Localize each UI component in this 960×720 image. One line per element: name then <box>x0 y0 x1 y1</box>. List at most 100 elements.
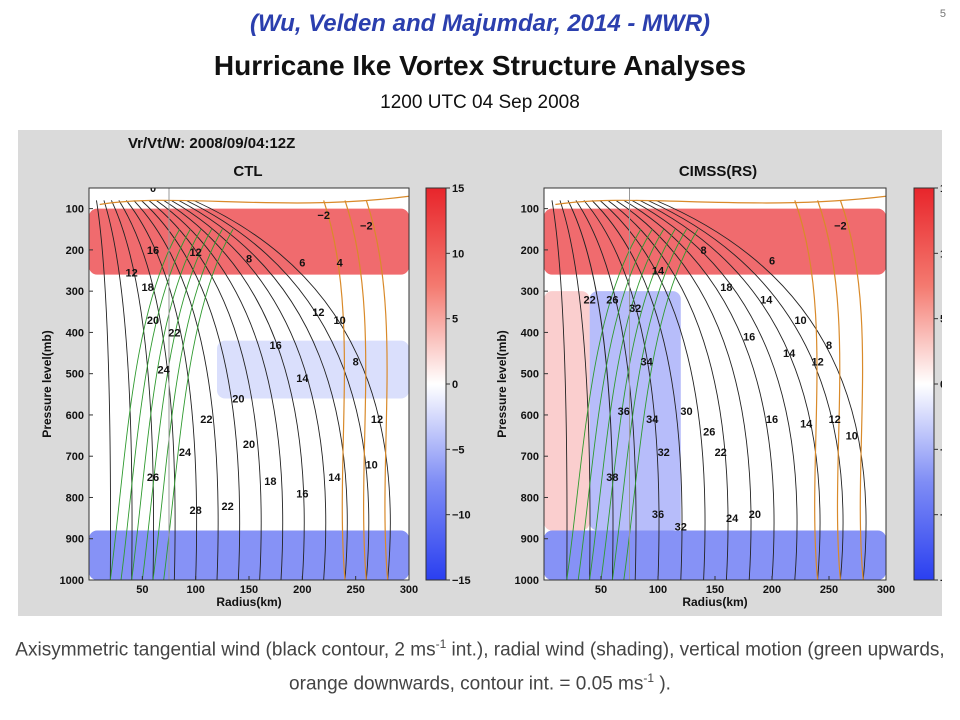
ctl-vt-contour-13 <box>193 199 391 580</box>
ctl-contour-label-4: 24 <box>158 365 171 377</box>
ctl-contour-labels: 12 18 20 22 24 24 26 28 22 20 20 16 14 12 10 8 12 10 14 16 1… <box>126 188 384 517</box>
cimss-contour-label-14: 20 <box>749 509 761 521</box>
ctl-title: CTL <box>233 163 262 180</box>
cimss-ytick-label-4: 500 <box>521 369 539 381</box>
cimss-contour-label-13: 24 <box>726 513 739 525</box>
caption-text-2: int.), radial wind (shading), vertical m… <box>289 639 945 695</box>
ctl-cbar-tick-label-0: 15 <box>452 183 464 195</box>
cimss-ytick-label-8: 900 <box>521 534 539 546</box>
cimss-contour-label-23: 14 <box>760 295 773 307</box>
cimss-vt-contour-10 <box>631 199 798 580</box>
cimss-vt-contour-2 <box>567 200 614 580</box>
cimss-contour-label-10: 30 <box>680 406 692 418</box>
ctl-contour-label-18: 14 <box>328 472 341 484</box>
ctl-w-up-contour-5 <box>163 229 234 580</box>
cimss-vt-contour-3 <box>575 200 637 580</box>
caption-sup-2: -1 <box>643 671 655 686</box>
ctl-xtick-label-0: 50 <box>136 584 148 596</box>
ctl-ytick-label-6: 700 <box>66 451 84 463</box>
ctl-contour-label-15: 8 <box>353 356 359 368</box>
ctl-cbar-tick-label-1: 10 <box>452 248 464 260</box>
ctl-ylabel: Pressure level(mb) <box>40 330 54 437</box>
ctl-xtick-label-3: 200 <box>293 584 311 596</box>
cimss-contour-label-29: −2 <box>834 220 847 232</box>
ctl-vt-contour-12 <box>185 199 370 580</box>
cimss-w-down-contour-1 <box>817 200 841 580</box>
cimss-contour-label-22: 18 <box>720 282 732 294</box>
cimss-xtick-label-3: 200 <box>763 584 781 596</box>
cimss-cbar-tick-label-3: 0 <box>940 379 942 391</box>
ctl-ytick-label-4: 500 <box>66 369 84 381</box>
ctl-vt-contour-3 <box>118 200 176 580</box>
ctl-vt-contour-1 <box>103 200 133 580</box>
ctl-contour-label-17: 10 <box>366 460 378 472</box>
cimss-xtick-label-5: 300 <box>877 584 895 596</box>
ctl-ytick-label-5: 600 <box>66 410 84 422</box>
cimss-contour-label-15: 16 <box>766 414 778 426</box>
ctl-contour-label-3: 22 <box>168 328 180 340</box>
cimss-cbar-tick-label-4: −5 <box>940 444 942 456</box>
cimss-xtick-label-4: 250 <box>820 584 838 596</box>
ctl-ytick-label-3: 400 <box>66 327 84 339</box>
figure-panel: Vr/Vt/W: 2008/09/04:12Z CTL 12 18 20 22 24 24 2… <box>18 130 959 616</box>
cimss-xtick-label-1: 100 <box>649 584 667 596</box>
ctl-contour-label-19: 16 <box>296 488 308 500</box>
cimss-ytick-label-1: 200 <box>521 245 539 257</box>
cimss-contour-label-8: 36 <box>652 509 664 521</box>
ctl-contour-label-28: −2 <box>317 210 330 222</box>
cimss-contour-label-25: 8 <box>826 340 832 352</box>
cimss-contour-label-7: 38 <box>606 472 618 484</box>
ctl-shade-region-2 <box>217 340 409 399</box>
cimss-cbar-tick-label-6: −15 <box>940 575 942 587</box>
ctl-w-up-contour-1 <box>120 229 191 580</box>
cimss-w-down-top-contour <box>555 195 886 206</box>
ctl-vt-contour-5 <box>133 200 219 580</box>
ctl-ytick-label-0: 100 <box>66 204 84 216</box>
ctl-contour-label-13: 12 <box>312 307 324 319</box>
cimss-vt-contour-1 <box>559 200 591 580</box>
cimss-contour-label-21: 16 <box>743 332 755 344</box>
ctl-contour-label-0: 12 <box>126 268 138 280</box>
cimss-vt-contour-6 <box>599 200 706 580</box>
ctl-w-down-top-contour <box>99 195 409 206</box>
ctl-contour-label-26: 4 <box>337 257 344 269</box>
caption-sup-1: -1 <box>435 637 447 651</box>
ctl-contour-label-8: 22 <box>200 414 212 426</box>
cimss-w-up-contour-2 <box>589 229 665 580</box>
cimss-ytick-label-7: 800 <box>521 492 539 504</box>
cimss-xtick-label-2: 150 <box>706 584 724 596</box>
ctl-vt-contour-4 <box>125 200 198 580</box>
ctl-vt-contour-2 <box>110 200 155 580</box>
cimss-w-up-contour-5 <box>623 229 699 580</box>
ctl-contour-label-9: 20 <box>232 394 244 406</box>
ctl-contour-label-5: 24 <box>179 447 192 459</box>
ctl-w-down-contour-1 <box>344 200 367 580</box>
cimss-shade-region-3 <box>544 291 590 531</box>
cimss-ytick-label-5: 600 <box>521 410 539 422</box>
ctl-xtick-label-5: 300 <box>400 584 418 596</box>
cimss-cbar-tick-label-2: 5 <box>940 314 942 326</box>
ctl-w-up-contour-2 <box>131 229 202 580</box>
cimss-contour-label-3: 34 <box>640 356 653 368</box>
ctl-xtick-label-1: 100 <box>186 584 204 596</box>
ctl-vt-contour-6 <box>140 200 241 580</box>
ctl-vt-contour-10 <box>170 199 327 580</box>
figure-caption: Axisymmetric tangential wind (black cont… <box>0 630 960 699</box>
ctl-ytick-label-2: 300 <box>66 286 84 298</box>
cimss-contour-label-28: 6 <box>769 255 775 267</box>
cimss-ytick-label-2: 300 <box>521 286 539 298</box>
cimss-contour-label-9: 32 <box>675 521 687 533</box>
ctl-contour-label-10: 20 <box>243 439 255 451</box>
cimss-w-down-contour-0 <box>794 200 819 580</box>
cimss-w-down-contour-2 <box>839 200 864 580</box>
ctl-ytick-label-8: 900 <box>66 534 84 546</box>
ctl-contour-label-21: 22 <box>222 501 234 513</box>
slide-title: Hurricane Ike Vortex Structure Analyses <box>213 50 747 81</box>
ctl-w-up-contour-4 <box>152 229 223 580</box>
ctl-vt-contour-7 <box>148 200 262 580</box>
caption-text-3: ). <box>654 673 671 695</box>
cimss-vt-contour-12 <box>647 199 844 580</box>
ctl-w-up-contour-3 <box>141 229 213 580</box>
ctl-vt-contour-9 <box>163 199 305 580</box>
